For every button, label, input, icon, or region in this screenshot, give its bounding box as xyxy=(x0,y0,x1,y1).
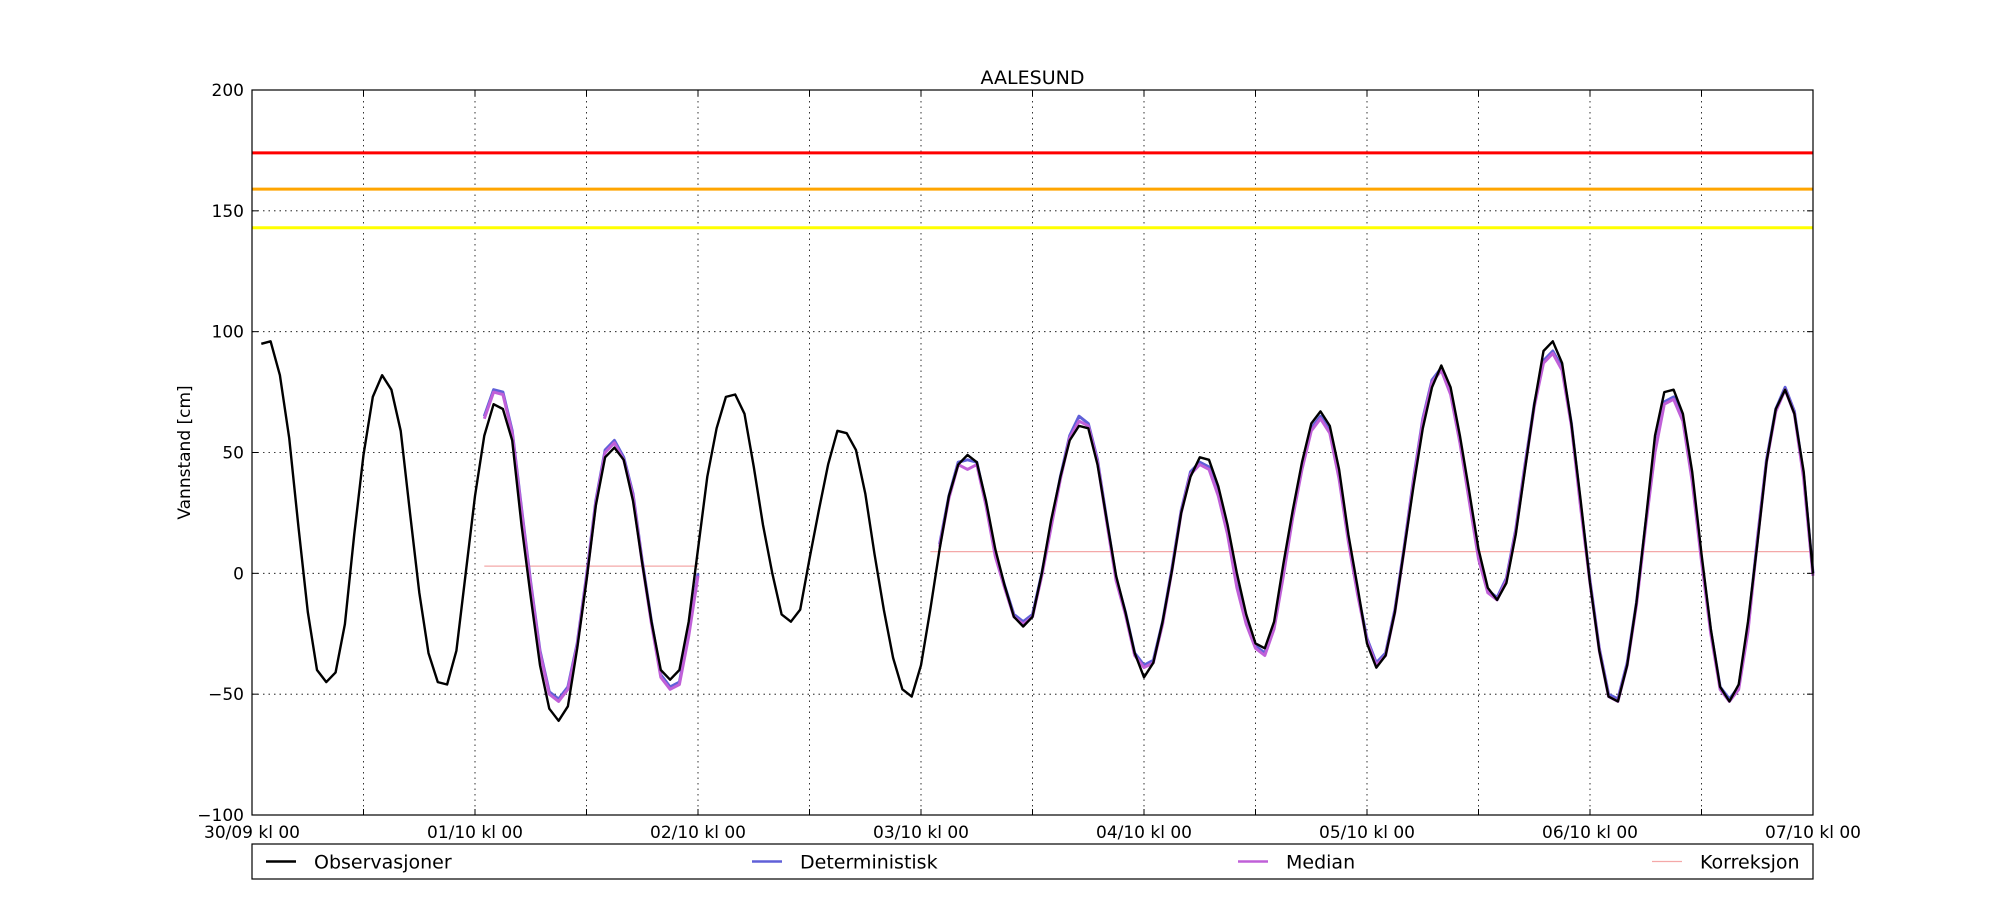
y-tick-label: 50 xyxy=(222,444,244,464)
legend-label: Median xyxy=(1286,852,1355,874)
x-tick-label: 02/10 kl 00 xyxy=(650,823,746,843)
x-tick-label: 30/09 kl 00 xyxy=(204,823,300,843)
series-lines xyxy=(260,340,1815,722)
grid xyxy=(252,90,1813,815)
x-tick-label: 04/10 kl 00 xyxy=(1096,823,1192,843)
y-axis-label: Vannstand [cm] xyxy=(175,385,195,519)
x-tick-label: 03/10 kl 00 xyxy=(873,823,969,843)
legend: Observasjoner Deterministisk Median Korreks… xyxy=(251,843,1814,880)
series-line-observasjoner xyxy=(260,340,1815,722)
y-tick-label: −100 xyxy=(197,806,244,826)
x-tick-label: 06/10 kl 00 xyxy=(1542,823,1638,843)
x-tick-label: 01/10 kl 00 xyxy=(427,823,523,843)
legend-label: Deterministisk xyxy=(800,852,938,874)
y-tick-label: 150 xyxy=(212,202,244,222)
series-line-median xyxy=(938,351,1815,703)
legend-label: Korreksjon xyxy=(1700,852,1800,874)
y-tick-label: 200 xyxy=(212,81,244,101)
legend-box xyxy=(251,843,1814,880)
legend-label: Observasjoner xyxy=(314,852,452,874)
chart-title: AALESUND xyxy=(981,67,1085,89)
axis-ticks: −100 −50 0 50 100 150 200 30/09 kl 00 01/10 kl 0… xyxy=(197,81,1861,843)
series-line-deterministisk xyxy=(938,349,1815,701)
y-tick-label: −50 xyxy=(208,685,244,705)
x-tick-label: 05/10 kl 00 xyxy=(1319,823,1415,843)
threshold-lines xyxy=(252,151,1813,230)
y-tick-label: 0 xyxy=(233,564,244,584)
y-tick-label: 100 xyxy=(212,323,244,343)
x-tick-label: 07/10 kl 00 xyxy=(1765,823,1861,843)
